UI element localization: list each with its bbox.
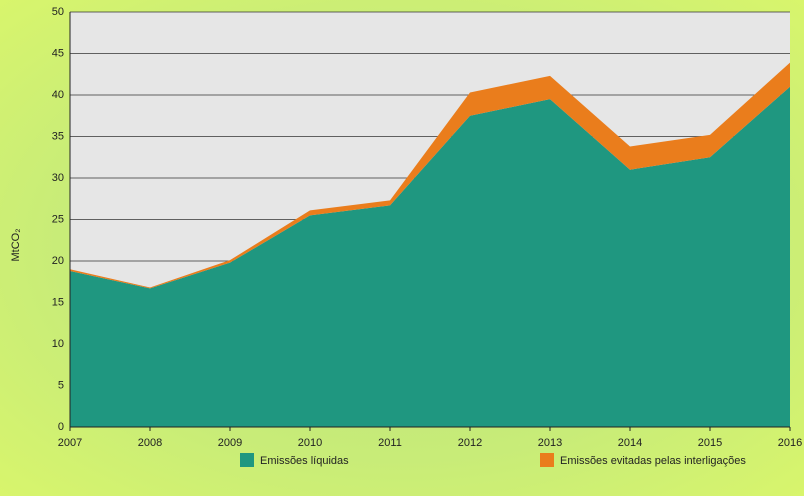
x-tick-label: 2011 (378, 437, 402, 449)
legend-label: Emissões evitadas pelas interligações (560, 455, 746, 467)
area (70, 86, 790, 427)
y-tick-label: 15 (52, 296, 64, 308)
y-tick-label: 40 (52, 89, 64, 101)
y-tick-label: 10 (52, 338, 64, 350)
x-tick-label: 2014 (618, 437, 642, 449)
legend-swatch (240, 453, 254, 467)
x-tick-label: 2008 (138, 437, 162, 449)
x-tick-label: 2009 (218, 437, 242, 449)
x-tick-label: 2015 (698, 437, 722, 449)
y-tick-label: 5 (58, 379, 64, 391)
legend-swatch (540, 453, 554, 467)
x-tick-label: 2012 (458, 437, 482, 449)
y-tick-label: 25 (52, 213, 64, 225)
x-tick-label: 2010 (298, 437, 322, 449)
y-tick-label: 0 (58, 421, 64, 433)
x-tick-label: 2007 (58, 437, 82, 449)
y-tick-label: 45 (52, 47, 64, 59)
legend-label: Emissões líquidas (260, 455, 349, 467)
y-axis-label: MtCO₂ (10, 229, 22, 262)
y-tick-label: 35 (52, 130, 64, 142)
y-tick-label: 50 (52, 6, 64, 18)
x-tick-label: 2013 (538, 437, 562, 449)
y-tick-label: 20 (52, 255, 64, 267)
y-tick-label: 30 (52, 172, 64, 184)
x-tick-label: 2016 (778, 437, 802, 449)
